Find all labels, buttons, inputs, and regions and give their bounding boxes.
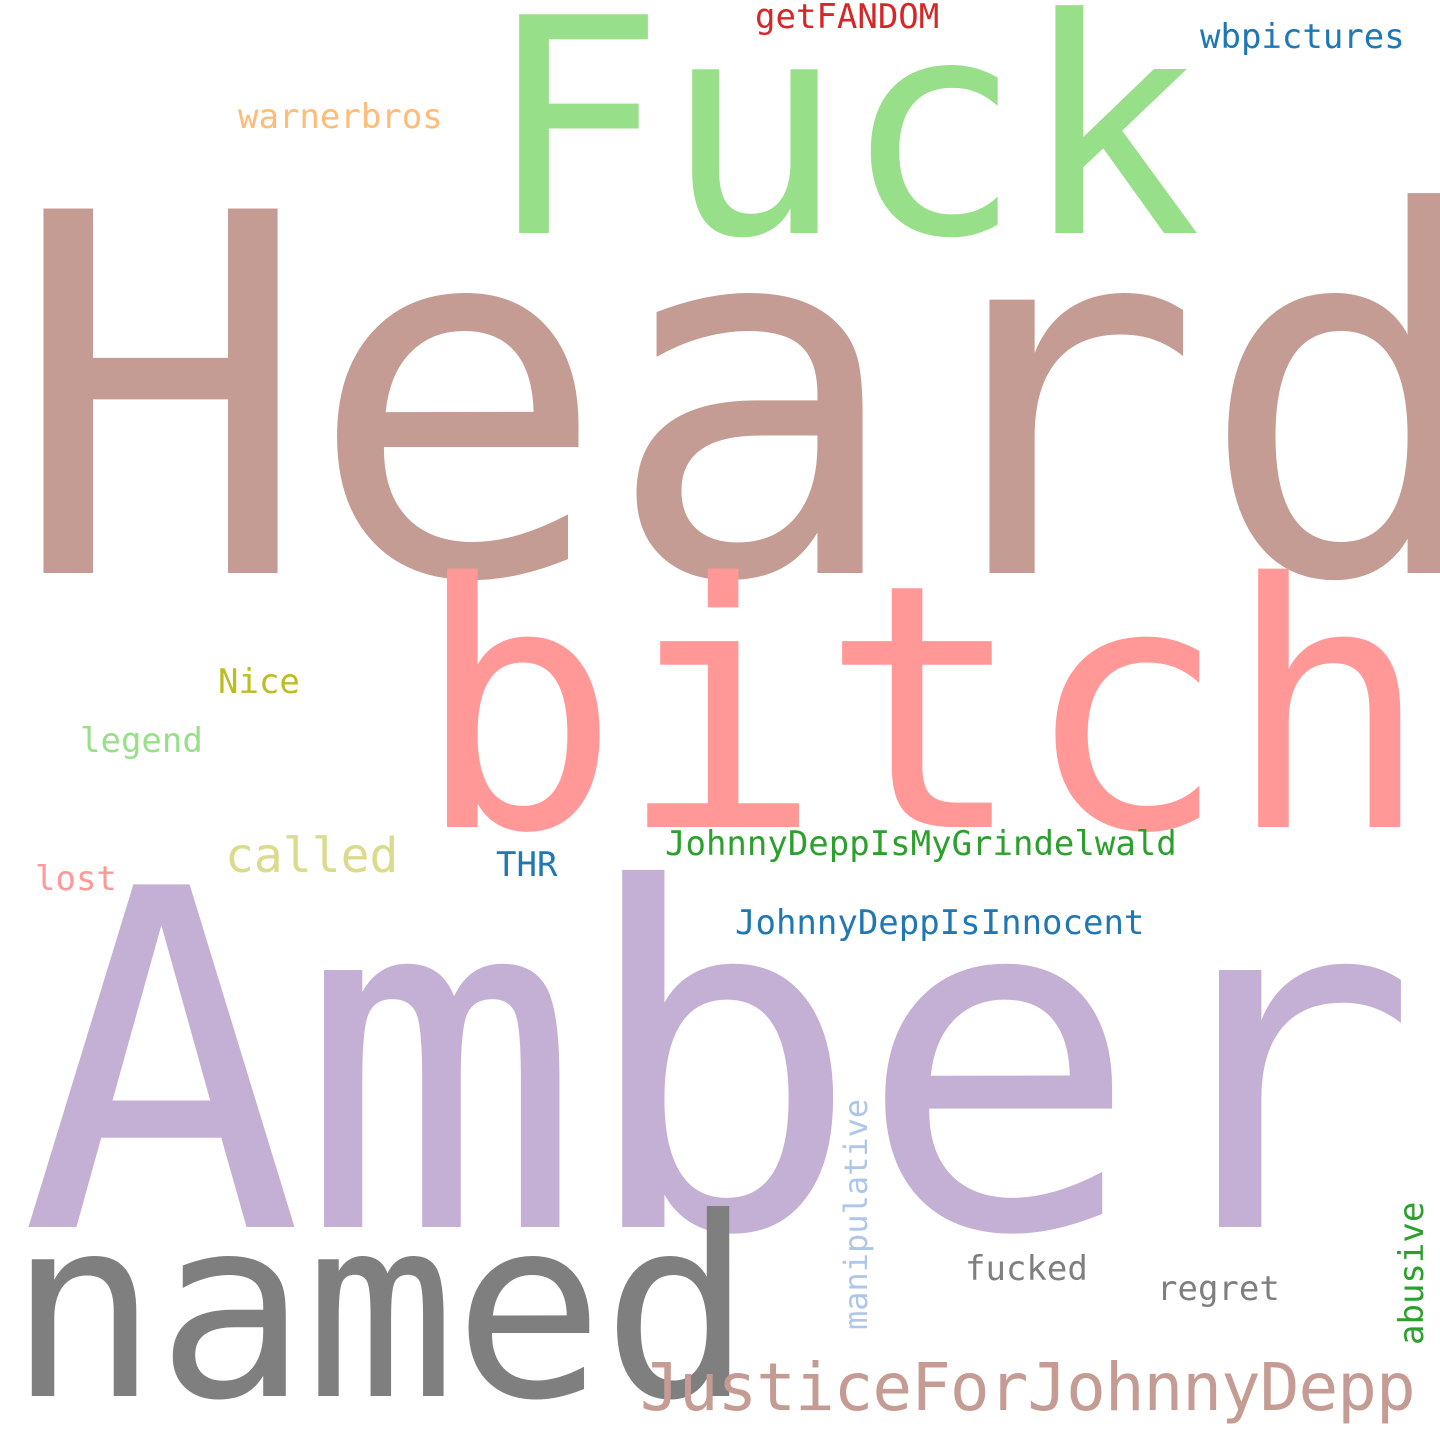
word-wbpictures: wbpictures <box>1200 17 1405 57</box>
word-abusive: abusive <box>1392 1201 1432 1345</box>
word-warnerbros: warnerbros <box>238 97 443 137</box>
word-manipulative: manipulative <box>837 1098 875 1330</box>
word-fucked: fucked <box>965 1249 1088 1289</box>
word-justice-for-johnny-depp: JusticeForJohnnyDepp <box>640 1349 1416 1426</box>
word-bitch: bitch <box>415 512 1430 908</box>
word-thr: THR <box>496 845 558 885</box>
word-lost: lost <box>35 859 117 899</box>
word-called: called <box>225 828 399 884</box>
word-amber: Amber <box>20 791 1419 1338</box>
word-johnny-depp-is-my-grindelwald: JohnnyDeppIsMyGrindelwald <box>665 824 1177 864</box>
word-named: named <box>8 1164 753 1440</box>
word-nice: Nice <box>218 662 300 702</box>
word-fuck: Fuck <box>485 0 1201 304</box>
word-regret: regret <box>1157 1269 1280 1309</box>
word-johnny-depp-is-innocent: JohnnyDeppIsInnocent <box>735 903 1145 943</box>
word-heard: Heard <box>10 109 1440 691</box>
word-getfandom: getFANDOM <box>755 0 940 37</box>
word-legend: legend <box>80 721 203 761</box>
